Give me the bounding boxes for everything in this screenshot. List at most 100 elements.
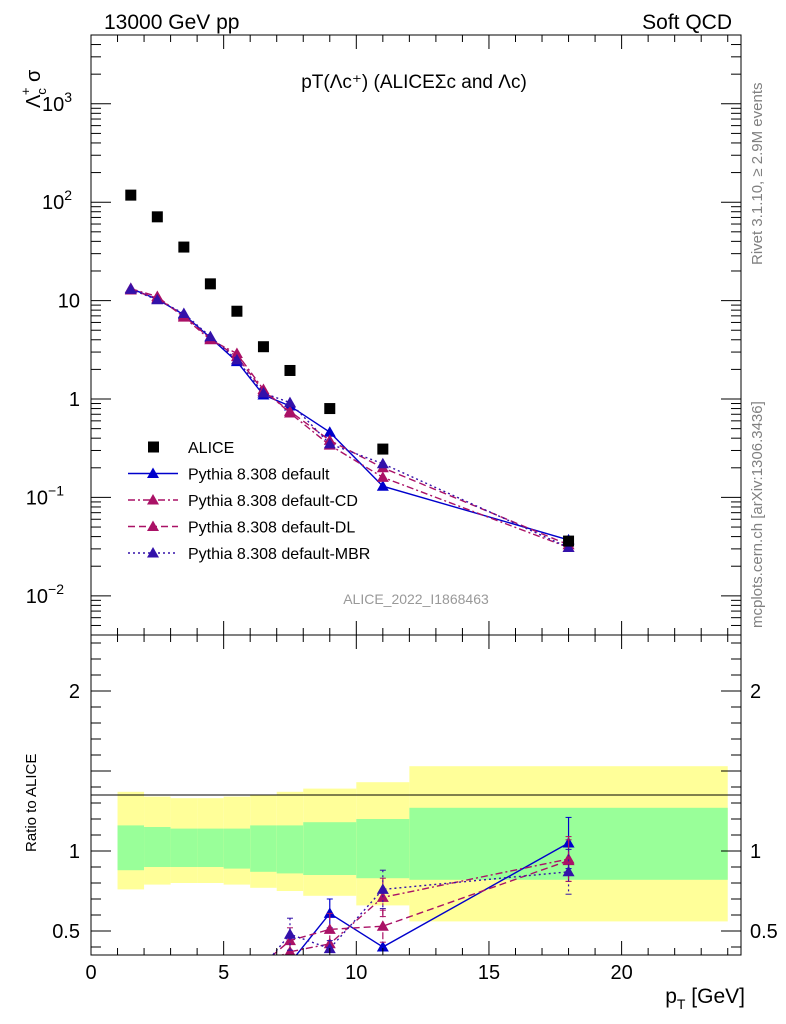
ratio-point	[257, 963, 269, 974]
y-tick-label-exp: −1	[48, 482, 64, 498]
data-point	[323, 437, 336, 449]
data-point	[124, 283, 137, 294]
data-point	[204, 330, 217, 342]
ratio-point	[257, 960, 269, 971]
data-point	[151, 293, 164, 305]
x-tick-label: 5	[218, 962, 229, 984]
y-title-sub: c	[34, 88, 49, 95]
y-tick-label-exp: −2	[48, 581, 64, 597]
uncertainty-band-inner	[117, 825, 145, 871]
y-title-sup: +	[18, 88, 33, 96]
uncertainty-band-inner	[250, 825, 277, 872]
uncertainty-band-inner	[276, 825, 304, 874]
y-tick-label-base: 10	[26, 586, 48, 608]
data-point	[284, 364, 296, 376]
y-tick-label-base: 10	[42, 192, 64, 214]
legend-label: Pythia 8.308 default-CD	[188, 493, 358, 510]
series-line	[130, 287, 569, 541]
legend-label: Pythia 8.308 default-MBR	[188, 546, 370, 563]
series-pythia-8-308-default-mbr	[124, 283, 575, 552]
main-panel-title: pT(Λc⁺) (ALICEΣc and Λc)	[301, 72, 527, 93]
ratio-line	[271, 871, 569, 955]
x-title-base: p	[665, 985, 677, 1008]
legend-marker	[147, 494, 159, 505]
y-title-tail: σ	[23, 69, 45, 88]
ratio-point	[323, 942, 336, 954]
legend-item: Pythia 8.308 default-CD	[128, 493, 358, 510]
data-point	[177, 307, 190, 318]
y-tick-label: 1	[69, 389, 80, 411]
data-point	[125, 189, 137, 201]
main-panel-series	[124, 189, 575, 552]
series-line	[130, 288, 569, 549]
ratio-point	[283, 928, 296, 939]
legend-marker	[147, 520, 159, 531]
y-tick-label: 10	[58, 291, 80, 313]
data-point	[178, 241, 190, 253]
legend-marker	[147, 467, 159, 478]
data-point	[231, 305, 243, 317]
legend: ALICE Pythia 8.308 default Pythia 8.308 de…	[128, 440, 370, 563]
ratio-y-tick-label-right: 0.5	[750, 921, 778, 943]
x-axis-title: pT [GeV]	[665, 985, 745, 1012]
x-tick-label: 10	[345, 962, 367, 984]
uncertainty-band-inner	[197, 828, 224, 867]
legend-marker	[147, 547, 159, 558]
ratio-point	[257, 957, 269, 968]
legend-label: Pythia 8.308 default-DL	[188, 520, 355, 537]
data-point	[376, 457, 389, 469]
data-point	[283, 396, 296, 408]
y-tick-label: 10−1	[26, 482, 64, 509]
y-tick-label: 103	[42, 89, 72, 116]
x-title-sub: T	[677, 996, 686, 1012]
ratio-y-tick-label-right: 1	[750, 841, 761, 863]
y-title-base: Λ	[23, 94, 45, 108]
uncertainty-band-inner	[144, 827, 171, 867]
energy-label: 13000 GeV pp	[104, 11, 239, 34]
ratio-panel-ticks	[90, 635, 741, 955]
ratio-y-tick-label-right: 2	[750, 681, 761, 703]
data-point	[563, 535, 575, 547]
data-point	[283, 405, 296, 416]
data-point	[324, 403, 336, 415]
uncertainty-band-inner	[170, 828, 198, 867]
ratio-line	[271, 859, 569, 955]
ratio-point	[284, 957, 296, 968]
svg-text:Λc+ σ: Λc+ σ	[18, 69, 49, 108]
ratio-series	[257, 816, 575, 974]
ratio-panel: 0 5 10 15 20 0.5 0.5 1 1 2 2 Ratio to ALICE pT [Ge…	[23, 634, 778, 1012]
data-point	[257, 387, 270, 398]
ratio-y-tick-label: 1	[69, 841, 80, 863]
data-point	[376, 480, 389, 491]
uncertainty-band-inner	[223, 828, 251, 869]
ratio-point	[562, 865, 575, 877]
main-panel-ticks	[90, 34, 741, 636]
rivet-version-label: Rivet 3.1.10, ≥ 2.9M events	[749, 83, 766, 266]
y-tick-label-base: 10	[42, 94, 64, 116]
y-tick-label: 102	[42, 187, 72, 214]
analysis-label: ALICE_2022_I1868463	[343, 591, 489, 607]
ratio-bands	[117, 766, 728, 922]
ratio-series-pythia-8-308-default-mbr	[257, 848, 575, 971]
data-point	[562, 541, 575, 552]
y-tick-label-exp: 3	[64, 89, 72, 105]
data-point	[376, 471, 389, 482]
ratio-y-axis-title: Ratio to ALICE	[23, 754, 40, 852]
x-title-tail: [GeV]	[685, 985, 745, 1008]
ratio-point	[376, 941, 389, 952]
data-point	[151, 211, 163, 223]
data-point	[204, 278, 216, 290]
ratio-panel-tick-labels: 0 5 10 15 20 0.5 0.5 1 1 2 2	[52, 681, 778, 984]
legend-item: ALICE	[148, 440, 234, 457]
legend-item: Pythia 8.308 default-DL	[128, 520, 355, 537]
series-line	[130, 288, 569, 549]
ratio-panel-frame	[90, 634, 742, 956]
data-point	[257, 341, 269, 353]
y-tick-label-exp: 2	[64, 187, 72, 203]
legend-item: Pythia 8.308 default-MBR	[128, 546, 370, 563]
ratio-y-tick-label: 2	[69, 681, 80, 703]
ratio-point	[376, 883, 389, 894]
legend-label: ALICE	[188, 440, 234, 457]
